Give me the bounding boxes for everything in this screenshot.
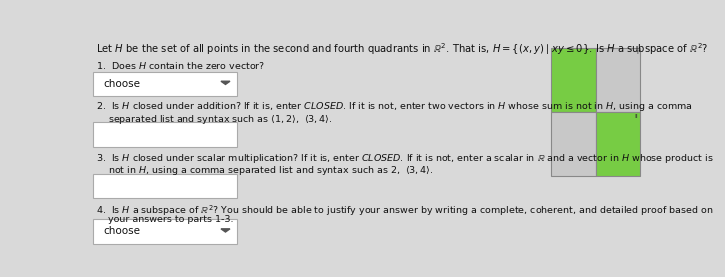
Text: 2.  Is $\mathit{H}$ closed under addition? If it is, enter $\mathit{CLOSED}$. If: 2. Is $\mathit{H}$ closed under addition…: [96, 101, 693, 113]
FancyBboxPatch shape: [551, 112, 596, 176]
Text: not in $\mathit{H}$, using a comma separated list and syntax such as 2,  $\langl: not in $\mathit{H}$, using a comma separ…: [96, 164, 434, 177]
Polygon shape: [221, 229, 230, 232]
Polygon shape: [221, 81, 230, 84]
FancyBboxPatch shape: [94, 122, 236, 147]
Text: 3.  Is $\mathit{H}$ closed under scalar multiplication? If it is, enter $\mathit: 3. Is $\mathit{H}$ closed under scalar m…: [96, 152, 714, 165]
Text: your answers to parts 1-3.: your answers to parts 1-3.: [96, 216, 233, 224]
FancyBboxPatch shape: [94, 219, 236, 244]
Text: II: II: [634, 114, 639, 119]
Text: choose: choose: [103, 79, 140, 89]
Text: 4.  Is $\mathit{H}$ a subspace of $\mathbb{R}^2$? You should be able to justify : 4. Is $\mathit{H}$ a subspace of $\mathb…: [96, 203, 713, 218]
FancyBboxPatch shape: [551, 48, 596, 112]
Text: I: I: [637, 50, 639, 55]
FancyBboxPatch shape: [596, 112, 640, 176]
Text: choose: choose: [103, 226, 140, 236]
FancyBboxPatch shape: [94, 72, 236, 96]
Text: separated list and syntax such as $\langle 1, 2\rangle$,  $\langle 3, 4\rangle$.: separated list and syntax such as $\lang…: [96, 112, 333, 125]
FancyBboxPatch shape: [94, 174, 236, 198]
FancyBboxPatch shape: [596, 48, 640, 112]
Text: 1.  Does $\mathit{H}$ contain the zero vector?: 1. Does $\mathit{H}$ contain the zero ve…: [96, 60, 265, 71]
Text: Let $\mathit{H}$ be the set of all points in the second and fourth quadrants in : Let $\mathit{H}$ be the set of all point…: [96, 41, 709, 57]
